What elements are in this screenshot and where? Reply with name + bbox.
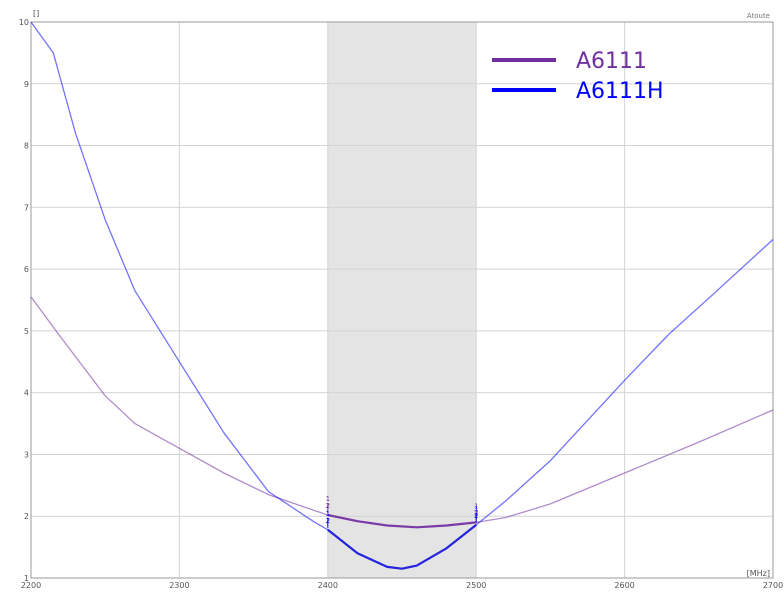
series-band-segment-a6111h (327, 524, 477, 570)
series-band-segment-a6111 (327, 513, 477, 529)
y-tick-label: 7 (24, 203, 29, 212)
marker-label: 1 (474, 505, 478, 513)
legend-label-a6111h: A6111H (576, 79, 664, 104)
plot-frame (30, 21, 774, 579)
legend: A6111 A6111H (492, 49, 664, 104)
legend-label-a6111: A6111 (576, 49, 647, 74)
y-tick-label: 1 (24, 574, 29, 583)
grid-layer (30, 21, 774, 579)
x-tick-label: 2300 (169, 581, 189, 590)
marker-label: 2 (474, 512, 478, 520)
x-tick-label: 2600 (614, 581, 634, 590)
marker-label: 2 (326, 502, 330, 510)
x-unit-label: [MHz] (747, 569, 770, 578)
marker-layer: 12121212 (326, 495, 478, 528)
y-tick-label: 4 (24, 389, 29, 398)
x-tick-label: 2200 (21, 581, 41, 590)
shaded-band-layer (327, 22, 477, 578)
y-unit-label: [] (33, 9, 39, 18)
marker-label: 1 (474, 502, 478, 510)
y-tick-label: 6 (24, 265, 29, 274)
y-tick-label: 10 (19, 18, 29, 27)
x-tick-label: 2400 (318, 581, 338, 590)
marker-label: 1 (326, 510, 330, 518)
y-tick-label: 9 (24, 80, 29, 89)
shaded-frequency-band (327, 22, 477, 578)
marker-label: 2 (326, 517, 330, 525)
x-tick-label: 2500 (466, 581, 486, 590)
x-tick-label: 2700 (763, 581, 783, 590)
series-layer (30, 21, 774, 570)
y-tick-label: 3 (24, 450, 29, 459)
y-tick-label: 8 (24, 142, 29, 151)
y-tick-label: 5 (24, 327, 29, 336)
marker-label: 1 (326, 495, 330, 503)
y-tick-label: 2 (24, 512, 29, 521)
corner-label: Atoute (747, 12, 770, 20)
